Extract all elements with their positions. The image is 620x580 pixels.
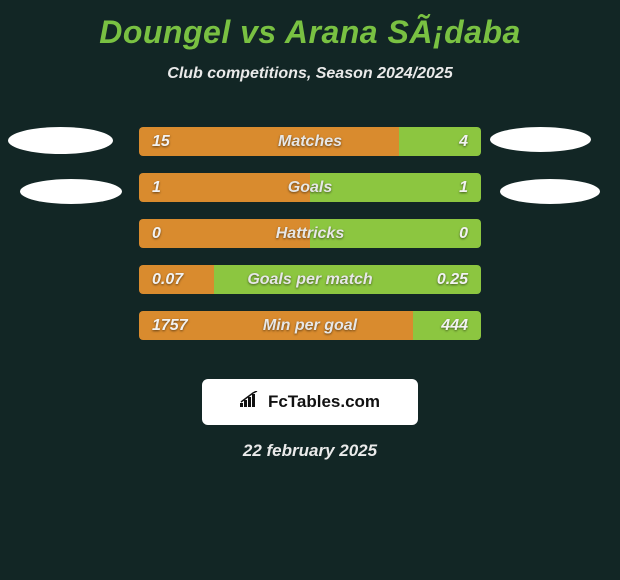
stat-row: 1757444Min per goal	[0, 311, 620, 357]
stat-row: 00Hattricks	[0, 219, 620, 265]
bar-chart-icon	[240, 391, 262, 414]
brand-text: FcTables.com	[268, 392, 380, 412]
brand-badge[interactable]: FcTables.com	[202, 379, 418, 425]
stat-row: 0.070.25Goals per match	[0, 265, 620, 311]
stat-label: Min per goal	[139, 311, 481, 340]
stat-row: 154Matches	[0, 127, 620, 173]
stat-label: Hattricks	[139, 219, 481, 248]
stat-label: Matches	[139, 127, 481, 156]
comparison-card: Doungel vs Arana SÃ¡daba Club competitio…	[0, 0, 620, 580]
page-title: Doungel vs Arana SÃ¡daba	[0, 0, 620, 51]
subtitle: Club competitions, Season 2024/2025	[0, 65, 620, 83]
stats-container: 154Matches11Goals00Hattricks0.070.25Goal…	[0, 127, 620, 357]
stat-label: Goals per match	[139, 265, 481, 294]
stat-label: Goals	[139, 173, 481, 202]
stat-row: 11Goals	[0, 173, 620, 219]
footer-date: 22 february 2025	[0, 441, 620, 461]
